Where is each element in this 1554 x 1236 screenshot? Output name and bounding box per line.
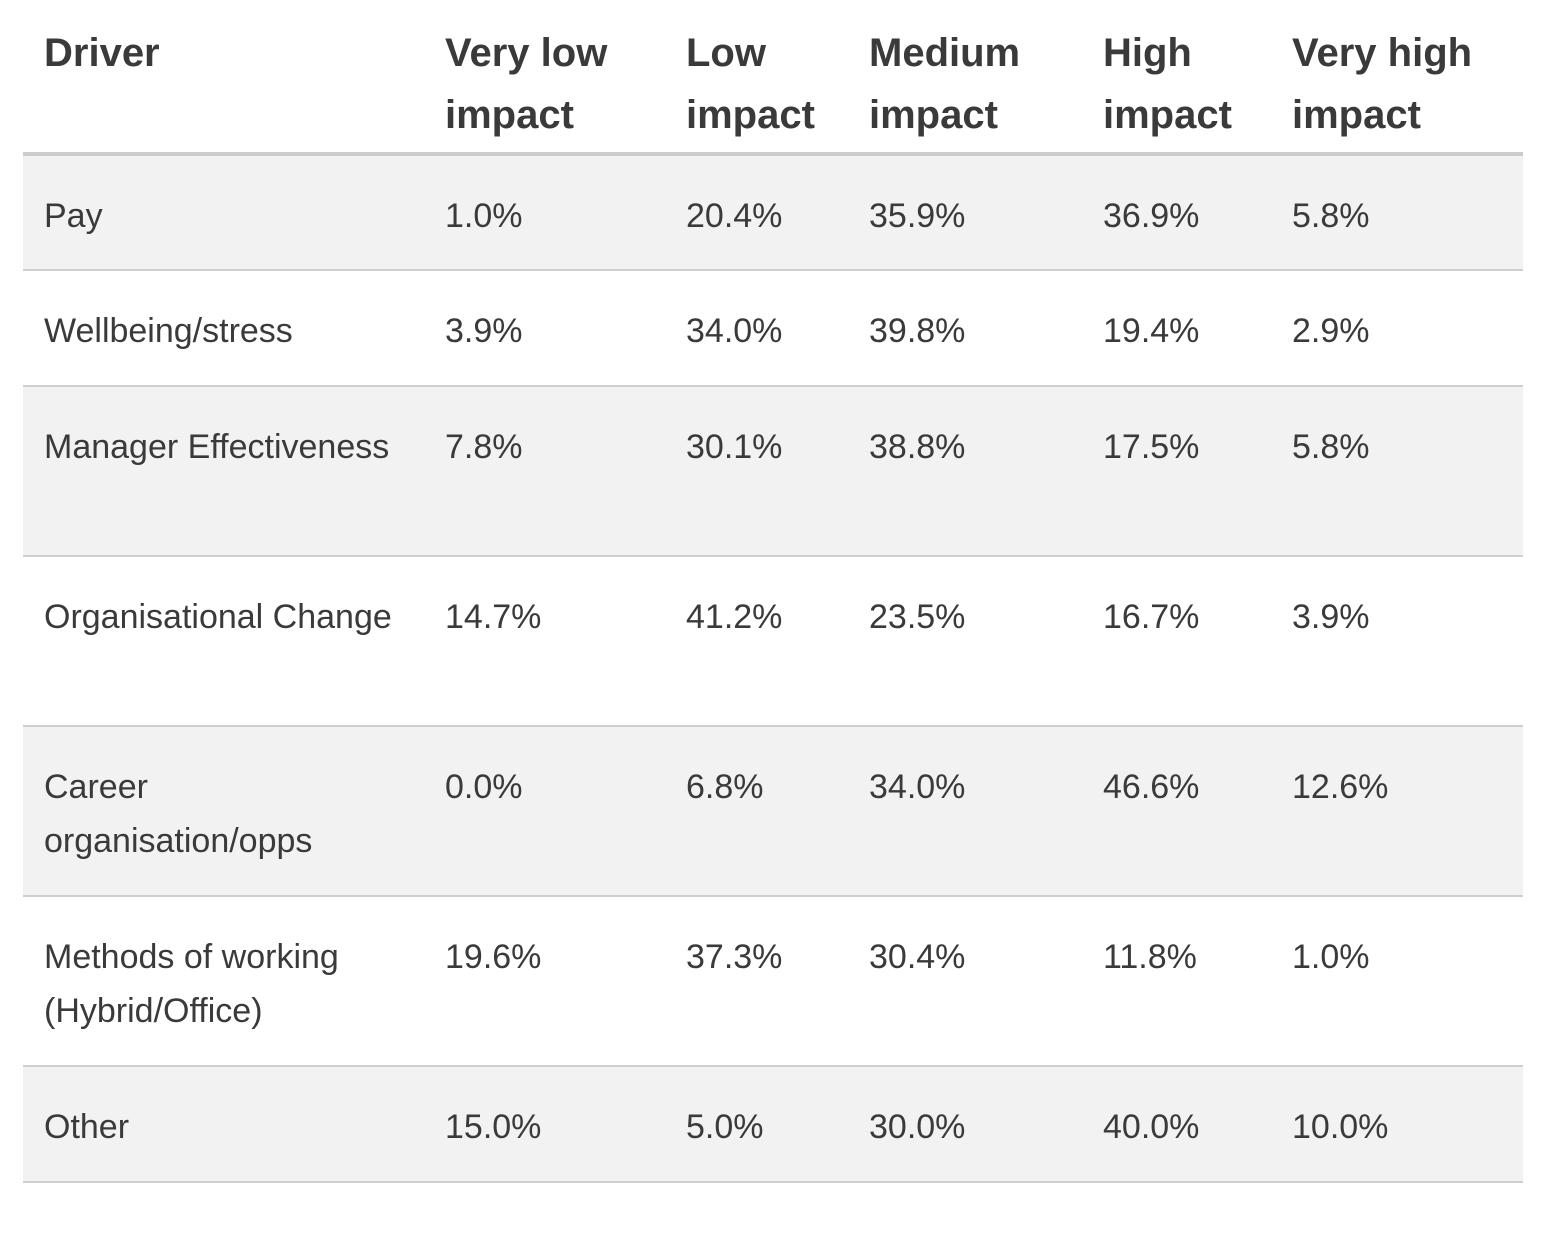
cell-driver: Career organisation/opps (23, 726, 424, 897)
table-row: Career organisation/opps 0.0% 6.8% 34.0%… (23, 726, 1523, 897)
cell-very-high-impact: 2.9% (1271, 270, 1523, 387)
table-row: Wellbeing/stress 3.9% 34.0% 39.8% 19.4% … (23, 270, 1523, 387)
impact-table-container: Driver Very low impact Low impact Medium… (23, 0, 1523, 1183)
header-very-low-impact: Very low impact (424, 0, 665, 156)
cell-high-impact: 19.4% (1082, 270, 1271, 387)
cell-low-impact: 37.3% (665, 896, 848, 1067)
cell-high-impact: 11.8% (1082, 896, 1271, 1067)
cell-very-high-impact: 12.6% (1271, 726, 1523, 897)
table-row: Pay 1.0% 20.4% 35.9% 36.9% 5.8% (23, 154, 1523, 271)
cell-driver: Pay (23, 154, 424, 271)
cell-medium-impact: 30.0% (848, 1066, 1082, 1183)
cell-medium-impact: 38.8% (848, 386, 1082, 557)
cell-very-low-impact: 7.8% (424, 386, 665, 557)
cell-high-impact: 40.0% (1082, 1066, 1271, 1183)
cell-very-high-impact: 1.0% (1271, 896, 1523, 1067)
table-row: Other 15.0% 5.0% 30.0% 40.0% 10.0% (23, 1066, 1523, 1183)
cell-very-high-impact: 5.8% (1271, 154, 1523, 271)
cell-high-impact: 17.5% (1082, 386, 1271, 557)
cell-very-low-impact: 19.6% (424, 896, 665, 1067)
header-row: Driver Very low impact Low impact Medium… (23, 0, 1523, 156)
table-row: Methods of working (Hybrid/Office) 19.6%… (23, 896, 1523, 1067)
cell-low-impact: 5.0% (665, 1066, 848, 1183)
driver-impact-table: Driver Very low impact Low impact Medium… (23, 0, 1523, 1183)
cell-very-low-impact: 1.0% (424, 154, 665, 271)
cell-low-impact: 20.4% (665, 154, 848, 271)
table-row: Organisational Change 14.7% 41.2% 23.5% … (23, 556, 1523, 727)
header-medium-impact: Medium impact (848, 0, 1082, 156)
cell-very-low-impact: 15.0% (424, 1066, 665, 1183)
cell-high-impact: 36.9% (1082, 154, 1271, 271)
cell-very-high-impact: 10.0% (1271, 1066, 1523, 1183)
cell-very-high-impact: 5.8% (1271, 386, 1523, 557)
table-header: Driver Very low impact Low impact Medium… (23, 0, 1523, 156)
cell-very-low-impact: 14.7% (424, 556, 665, 727)
cell-driver: Other (23, 1066, 424, 1183)
header-high-impact: High impact (1082, 0, 1271, 156)
table-row: Manager Effectiveness 7.8% 30.1% 38.8% 1… (23, 386, 1523, 557)
cell-very-low-impact: 3.9% (424, 270, 665, 387)
cell-high-impact: 46.6% (1082, 726, 1271, 897)
cell-medium-impact: 23.5% (848, 556, 1082, 727)
header-very-high-impact: Very high impact (1271, 0, 1523, 156)
cell-very-low-impact: 0.0% (424, 726, 665, 897)
cell-medium-impact: 39.8% (848, 270, 1082, 387)
cell-medium-impact: 35.9% (848, 154, 1082, 271)
header-driver: Driver (23, 0, 424, 156)
cell-low-impact: 34.0% (665, 270, 848, 387)
cell-very-high-impact: 3.9% (1271, 556, 1523, 727)
cell-low-impact: 6.8% (665, 726, 848, 897)
cell-medium-impact: 34.0% (848, 726, 1082, 897)
header-low-impact: Low impact (665, 0, 848, 156)
cell-driver: Wellbeing/stress (23, 270, 424, 387)
cell-driver: Organisational Change (23, 556, 424, 727)
cell-driver: Manager Effectiveness (23, 386, 424, 557)
cell-medium-impact: 30.4% (848, 896, 1082, 1067)
cell-low-impact: 30.1% (665, 386, 848, 557)
cell-driver: Methods of working (Hybrid/Office) (23, 896, 424, 1067)
cell-high-impact: 16.7% (1082, 556, 1271, 727)
cell-low-impact: 41.2% (665, 556, 848, 727)
table-body: Pay 1.0% 20.4% 35.9% 36.9% 5.8% Wellbein… (23, 154, 1523, 1183)
